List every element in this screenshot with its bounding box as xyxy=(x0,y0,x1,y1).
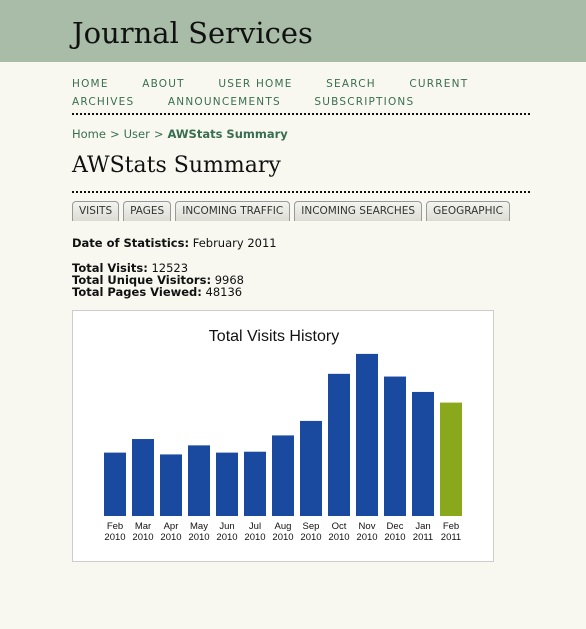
x-tick-label: May 2010 xyxy=(188,521,209,543)
bar-oct-2010 xyxy=(328,373,350,516)
chart-bars xyxy=(104,353,462,516)
x-tick-label: Aug 2010 xyxy=(272,521,293,543)
total-pages-label: Total Pages Viewed: xyxy=(72,285,202,299)
date-value: February 2011 xyxy=(192,236,277,250)
total-visits-label: Total Visits: xyxy=(72,261,148,275)
x-tick-label: Jul 2010 xyxy=(244,521,265,543)
x-tick-label: Jan 2011 xyxy=(413,521,433,543)
bar-aug-2010 xyxy=(272,435,294,516)
total-unique-label: Total Unique Visitors: xyxy=(72,273,212,287)
tab-incoming-searches[interactable]: Incoming Searches xyxy=(294,201,423,221)
totals: Total Visits: 12523 Total Unique Visitor… xyxy=(72,262,244,298)
nav-search[interactable]: Search xyxy=(326,78,376,90)
bar-dec-2010 xyxy=(384,376,406,516)
bar-feb-2010 xyxy=(104,452,126,516)
nav-divider xyxy=(72,113,530,115)
chart-title: Total Visits History xyxy=(209,328,339,345)
bar-mar-2010 xyxy=(132,439,154,516)
x-tick-label: Feb 2010 xyxy=(104,521,125,543)
nav-home[interactable]: Home xyxy=(72,78,109,90)
nav-announcements[interactable]: Announcements xyxy=(167,96,281,108)
visits-history-chart: Total Visits History Feb 2010 Mar 2010 Apr 20… xyxy=(72,310,494,562)
nav-user-home[interactable]: User Home xyxy=(218,78,293,90)
breadcrumb-separator: > xyxy=(109,127,120,141)
x-tick-label: Jun 2010 xyxy=(216,521,237,543)
chart-x-labels: Feb 2010 Mar 2010 Apr 2010 May 2010 Jun 2010 Jul 20… xyxy=(104,521,461,543)
chart-svg: Total Visits History Feb 2010 Mar 2010 Apr 20… xyxy=(104,328,462,543)
nav-subscriptions[interactable]: Subscriptions xyxy=(314,96,415,108)
total-visits-value: 12523 xyxy=(151,261,189,275)
bar-nov-2010 xyxy=(356,353,378,516)
nav-about[interactable]: About xyxy=(142,78,185,90)
breadcrumb-home[interactable]: Home xyxy=(72,127,106,141)
tab-incoming-traffic[interactable]: Incoming Traffic xyxy=(175,201,291,221)
tab-visits[interactable]: Visits xyxy=(72,201,120,221)
date-label: Date of Statistics: xyxy=(72,236,190,250)
x-tick-label: Apr 2010 xyxy=(160,521,181,543)
date-of-statistics: Date of Statistics: February 2011 xyxy=(72,236,277,250)
total-unique-value: 9968 xyxy=(214,273,244,287)
breadcrumb-user[interactable]: User xyxy=(123,127,150,141)
bar-sep-2010 xyxy=(300,420,322,516)
x-tick-label: Feb 2011 xyxy=(441,521,461,543)
total-pages-value: 48136 xyxy=(205,285,243,299)
x-tick-label: Nov 2010 xyxy=(356,521,377,543)
breadcrumb-separator: > xyxy=(153,127,164,141)
tab-pages[interactable]: Pages xyxy=(123,201,172,221)
nav-archives[interactable]: Archives xyxy=(72,96,135,108)
x-tick-label: Sep 2010 xyxy=(300,521,321,543)
bar-feb-2011 xyxy=(440,402,462,516)
tab-geographic[interactable]: Geographic xyxy=(426,201,510,221)
bar-may-2010 xyxy=(188,445,210,516)
breadcrumb: Home > User > AWStats Summary xyxy=(72,127,288,141)
site-title[interactable]: Journal Services xyxy=(72,16,313,50)
nav-current[interactable]: Current xyxy=(409,78,469,90)
bar-jan-2011 xyxy=(412,391,434,516)
bar-apr-2010 xyxy=(160,454,182,516)
x-tick-label: Mar 2010 xyxy=(132,521,153,543)
stats-tabs: Visits Pages Incoming Traffic Incoming S… xyxy=(72,201,510,221)
bar-jul-2010 xyxy=(244,451,266,516)
breadcrumb-current[interactable]: AWStats Summary xyxy=(167,127,288,141)
main-nav: Home About User Home Search Current Arch… xyxy=(72,75,542,111)
x-tick-label: Oct 2010 xyxy=(328,521,349,543)
site-header: Journal Services xyxy=(0,0,586,62)
x-tick-label: Dec 2010 xyxy=(384,521,405,543)
title-divider xyxy=(72,191,530,193)
page-title: AWStats Summary xyxy=(72,153,281,178)
bar-jun-2010 xyxy=(216,452,238,516)
